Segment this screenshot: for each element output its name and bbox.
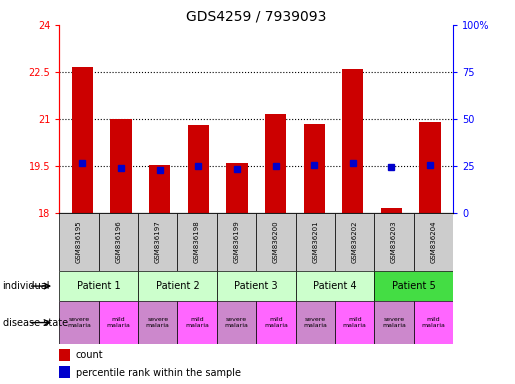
Text: GSM836202: GSM836202 bbox=[352, 221, 358, 263]
Text: severe
malaria: severe malaria bbox=[67, 317, 91, 328]
Bar bbox=[72, 67, 93, 213]
Bar bbox=[110, 119, 132, 213]
Bar bbox=[138, 301, 177, 344]
Bar bbox=[265, 114, 286, 213]
Text: GSM836200: GSM836200 bbox=[273, 220, 279, 263]
Bar bbox=[256, 301, 296, 344]
Text: GSM836198: GSM836198 bbox=[194, 220, 200, 263]
Text: disease state: disease state bbox=[3, 318, 67, 328]
Text: GSM836197: GSM836197 bbox=[154, 220, 161, 263]
Text: count: count bbox=[76, 350, 104, 360]
Bar bbox=[335, 301, 374, 344]
Text: severe
malaria: severe malaria bbox=[146, 317, 169, 328]
Bar bbox=[187, 125, 209, 213]
Text: Patient 3: Patient 3 bbox=[234, 281, 278, 291]
Bar bbox=[149, 164, 170, 213]
Text: Patient 1: Patient 1 bbox=[77, 281, 121, 291]
Text: Patient 4: Patient 4 bbox=[313, 281, 357, 291]
Text: severe
malaria: severe malaria bbox=[225, 317, 248, 328]
Text: Patient 2: Patient 2 bbox=[156, 281, 199, 291]
Bar bbox=[177, 301, 217, 344]
Text: GSM836196: GSM836196 bbox=[115, 220, 122, 263]
Bar bbox=[138, 213, 177, 271]
Bar bbox=[419, 122, 441, 213]
Text: mild
malaria: mild malaria bbox=[107, 317, 130, 328]
Bar bbox=[138, 271, 217, 301]
Bar bbox=[217, 271, 296, 301]
Text: severe
malaria: severe malaria bbox=[303, 317, 327, 328]
Bar bbox=[59, 366, 70, 379]
Text: GSM836199: GSM836199 bbox=[233, 220, 239, 263]
Text: GSM836204: GSM836204 bbox=[431, 221, 437, 263]
Text: severe
malaria: severe malaria bbox=[382, 317, 406, 328]
Bar bbox=[59, 213, 99, 271]
Text: Patient 5: Patient 5 bbox=[392, 281, 436, 291]
Bar bbox=[177, 213, 217, 271]
Text: GSM836195: GSM836195 bbox=[76, 220, 82, 263]
Bar bbox=[217, 213, 256, 271]
Bar bbox=[381, 209, 402, 213]
Bar bbox=[226, 163, 248, 213]
Bar bbox=[374, 213, 414, 271]
Bar bbox=[99, 213, 138, 271]
Bar bbox=[303, 124, 325, 213]
Text: percentile rank within the sample: percentile rank within the sample bbox=[76, 367, 241, 377]
Bar bbox=[414, 301, 453, 344]
Bar bbox=[217, 301, 256, 344]
Bar bbox=[59, 349, 70, 361]
Bar bbox=[296, 301, 335, 344]
Title: GDS4259 / 7939093: GDS4259 / 7939093 bbox=[186, 10, 327, 24]
Bar bbox=[342, 69, 364, 213]
Bar bbox=[374, 271, 453, 301]
Bar bbox=[414, 213, 453, 271]
Bar bbox=[256, 213, 296, 271]
Text: GSM836201: GSM836201 bbox=[312, 220, 318, 263]
Bar bbox=[99, 301, 138, 344]
Bar bbox=[59, 301, 99, 344]
Text: GSM836203: GSM836203 bbox=[391, 220, 397, 263]
Text: mild
malaria: mild malaria bbox=[264, 317, 288, 328]
Text: mild
malaria: mild malaria bbox=[343, 317, 367, 328]
Bar bbox=[335, 213, 374, 271]
Bar bbox=[374, 301, 414, 344]
Bar bbox=[296, 213, 335, 271]
Bar bbox=[296, 271, 374, 301]
Text: individual: individual bbox=[3, 281, 50, 291]
Bar bbox=[59, 271, 138, 301]
Text: mild
malaria: mild malaria bbox=[422, 317, 445, 328]
Text: mild
malaria: mild malaria bbox=[185, 317, 209, 328]
